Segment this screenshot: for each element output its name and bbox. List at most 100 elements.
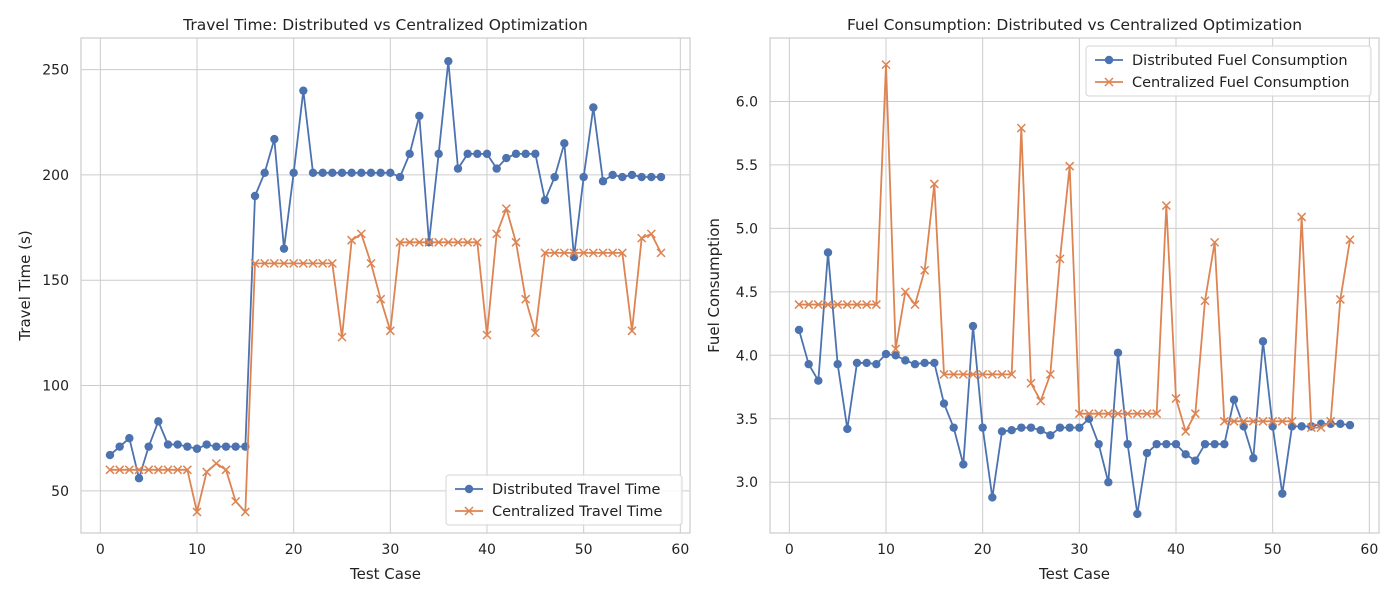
- travel-time-data-point: [463, 149, 472, 159]
- fuel-consumption-legend-label: Centralized Fuel Consumption: [1132, 75, 1350, 91]
- fuel-consumption-x-tick-label: 30: [1070, 542, 1088, 558]
- travel-time-legend-label: Distributed Travel Time: [492, 482, 661, 498]
- fuel-consumption-data-point: [1229, 395, 1239, 404]
- fuel-consumption-y-tick-label: 6.0: [736, 94, 758, 110]
- travel-time-data-point: [386, 168, 395, 178]
- fuel-consumption-series-line: [798, 251, 1351, 515]
- travel-time-data-point: [212, 442, 221, 451]
- fuel-consumption-data-point: [1007, 369, 1017, 379]
- travel-time-data-point: [385, 326, 395, 336]
- travel-time-data-point: [414, 237, 424, 247]
- travel-time-data-point: [424, 237, 434, 247]
- travel-time-chart-title: Travel Time: Distributed vs Centralized …: [182, 16, 588, 34]
- travel-time-data-point: [608, 248, 618, 258]
- fuel-consumption-ticks: 0 10 20 30 40 50 60 3.0 3.5 4.0 4.5 5.0 5.5 6.0: [736, 94, 1379, 558]
- fuel-consumption-legend-label: Distributed Fuel Consumption: [1132, 53, 1348, 69]
- travel-time-x-tick-label: 50: [575, 542, 593, 558]
- fuel-consumption-data-point: [1248, 416, 1258, 426]
- travel-time-data-point: [463, 237, 473, 247]
- fuel-consumption-series-line: [799, 63, 1351, 433]
- travel-time-data-point: [453, 164, 463, 173]
- fuel-consumption-legend-marker: [1104, 77, 1114, 87]
- fuel-consumption-data-point: [1277, 416, 1287, 426]
- fuel-consumption-data-point: [1162, 439, 1171, 449]
- travel-time-data-point: [656, 172, 666, 182]
- travel-time-data-point: [521, 294, 531, 304]
- travel-time-data-point: [202, 440, 211, 449]
- travel-time-data-point: [472, 237, 482, 247]
- fuel-consumption-x-tick-label: 20: [974, 542, 992, 558]
- fuel-consumption-data-point: [1113, 348, 1123, 357]
- travel-time-data-point: [115, 442, 124, 451]
- fuel-consumption-data-point: [1152, 439, 1161, 449]
- fuel-consumption-data-point: [1210, 237, 1220, 247]
- travel-time-legend-item: Centralized Travel Time: [455, 504, 662, 520]
- travel-time-data-point: [328, 168, 337, 178]
- travel-time-x-axis-label: Test Case: [349, 565, 421, 583]
- travel-time-data-point: [627, 326, 637, 336]
- fuel-consumption-data-point: [823, 300, 833, 310]
- travel-time-data-point: [656, 248, 666, 258]
- travel-time-series-distributed: [105, 56, 666, 483]
- travel-time-data-point: [434, 237, 444, 247]
- fuel-consumption-data-point: [1220, 439, 1229, 449]
- fuel-consumption-data-point: [881, 60, 891, 70]
- fuel-consumption-x-tick-label: 50: [1264, 542, 1282, 558]
- fuel-consumption-data-point: [1190, 409, 1200, 419]
- travel-time-data-point: [289, 258, 299, 268]
- fuel-consumption-y-tick-label: 4.5: [736, 285, 758, 301]
- fuel-consumption-data-point: [900, 287, 910, 297]
- travel-time-data-point: [366, 168, 376, 178]
- fuel-consumption-y-tick-label: 5.0: [736, 221, 758, 237]
- fuel-consumption-data-point: [1345, 420, 1355, 430]
- fuel-consumption-data-point: [997, 427, 1007, 436]
- fuel-consumption-data-point: [1335, 294, 1345, 304]
- travel-time-y-tick-label: 50: [51, 484, 69, 500]
- fuel-consumption-y-tick-label: 3.0: [736, 475, 758, 491]
- fuel-consumption-x-tick-label: 0: [785, 542, 794, 558]
- travel-time-data-point: [618, 172, 627, 182]
- travel-time-data-point: [559, 248, 569, 258]
- travel-time-data-point: [405, 149, 414, 159]
- travel-time-data-point: [327, 258, 337, 268]
- travel-time-data-point: [124, 465, 134, 475]
- travel-time-data-point: [337, 332, 347, 342]
- travel-time-data-point: [627, 170, 637, 180]
- fuel-consumption-x-axis-label: Test Case: [1038, 565, 1110, 583]
- fuel-consumption-data-point: [1016, 123, 1026, 133]
- travel-time-data-point: [347, 235, 357, 245]
- travel-time-data-point: [163, 440, 173, 449]
- fuel-consumption-data-point: [1055, 254, 1065, 264]
- fuel-consumption-data-point: [1200, 296, 1210, 306]
- travel-time-data-point: [154, 417, 163, 426]
- fuel-consumption-y-tick-label: 4.0: [736, 348, 758, 364]
- travel-time-chart: 0 10 20 30 40 50 60 50 100 150 200 250 Travel Time:…: [16, 16, 691, 583]
- fuel-consumption-data-point: [852, 358, 862, 368]
- travel-time-data-point: [105, 465, 115, 475]
- travel-time-data-point: [308, 258, 318, 268]
- travel-time-data-point: [134, 474, 144, 483]
- travel-time-data-point: [289, 168, 298, 178]
- travel-time-data-point: [250, 191, 260, 201]
- fuel-consumption-data-point: [1094, 439, 1103, 449]
- travel-time-data-point: [540, 248, 550, 258]
- fuel-consumption-data-point: [872, 359, 881, 369]
- fuel-consumption-data-point: [1171, 439, 1181, 449]
- fuel-consumption-data-point: [1297, 422, 1306, 431]
- travel-time-data-point: [279, 258, 289, 268]
- travel-time-data-point: [260, 168, 269, 178]
- travel-time-data-point: [211, 458, 221, 469]
- fuel-consumption-data-point: [1045, 369, 1055, 379]
- travel-time-data-point: [560, 139, 569, 148]
- travel-time-data-point: [637, 233, 647, 243]
- travel-time-y-tick-label: 250: [42, 63, 69, 79]
- fuel-consumption-legend-box: [1085, 45, 1372, 97]
- travel-time-data-point: [173, 465, 183, 475]
- fuel-consumption-data-point: [1161, 201, 1171, 211]
- travel-time-series-centralized: [105, 204, 666, 517]
- fuel-consumption-data-point: [1104, 478, 1113, 487]
- fuel-consumption-data-point: [804, 300, 814, 310]
- travel-time-plot-frame: [80, 37, 691, 534]
- fuel-consumption-data-point: [939, 369, 949, 379]
- fuel-consumption-data-point: [1123, 439, 1132, 449]
